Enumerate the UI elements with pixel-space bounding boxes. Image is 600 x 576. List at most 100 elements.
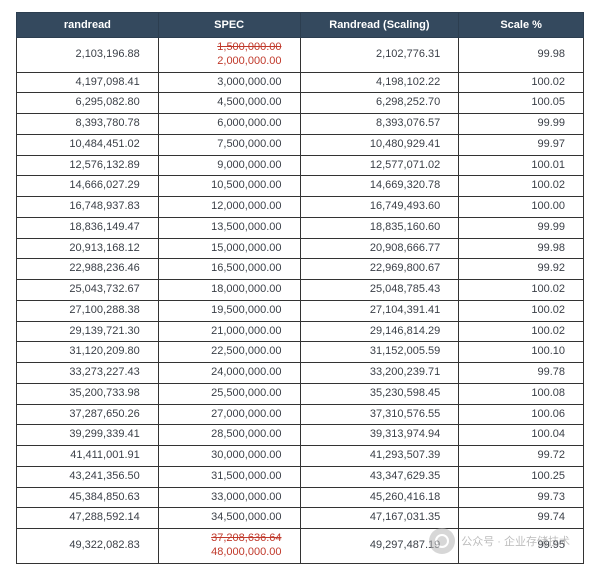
cell-randread: 2,103,196.88 bbox=[17, 38, 159, 73]
table-row: 33,273,227.4324,000,000.0033,200,239.719… bbox=[17, 363, 584, 384]
cell-scaling: 47,167,031.35 bbox=[300, 508, 459, 529]
table-container: randreadSPECRandread (Scaling)Scale % 2,… bbox=[16, 12, 584, 564]
cell-randread: 14,666,027.29 bbox=[17, 176, 159, 197]
table-row: 10,484,451.027,500,000.0010,480,929.4199… bbox=[17, 134, 584, 155]
cell-spec: 10,500,000.00 bbox=[158, 176, 300, 197]
cell-randread: 41,411,001.91 bbox=[17, 446, 159, 467]
cell-randread: 20,913,168.12 bbox=[17, 238, 159, 259]
cell-randread: 43,241,356.50 bbox=[17, 466, 159, 487]
cell-scaling: 16,749,493.60 bbox=[300, 197, 459, 218]
table-row: 41,411,001.9130,000,000.0041,293,507.399… bbox=[17, 446, 584, 467]
cell-randread: 10,484,451.02 bbox=[17, 134, 159, 155]
cell-spec: 24,000,000.00 bbox=[158, 363, 300, 384]
cell-scaling: 20,908,666.77 bbox=[300, 238, 459, 259]
spec-replacement-value: 48,000,000.00 bbox=[163, 546, 282, 560]
cell-scale-pct: 99.95 bbox=[459, 529, 584, 564]
cell-scale-pct: 99.74 bbox=[459, 508, 584, 529]
cell-scale-pct: 99.73 bbox=[459, 487, 584, 508]
cell-scale-pct: 100.25 bbox=[459, 466, 584, 487]
cell-spec: 22,500,000.00 bbox=[158, 342, 300, 363]
cell-scaling: 6,298,252.70 bbox=[300, 93, 459, 114]
table-row: 25,043,732.6718,000,000.0025,048,785.431… bbox=[17, 280, 584, 301]
cell-spec: 7,500,000.00 bbox=[158, 134, 300, 155]
cell-scaling: 22,969,800.67 bbox=[300, 259, 459, 280]
cell-spec: 18,000,000.00 bbox=[158, 280, 300, 301]
cell-spec: 13,500,000.00 bbox=[158, 217, 300, 238]
cell-scaling: 12,577,071.02 bbox=[300, 155, 459, 176]
table-row: 35,200,733.9825,500,000.0035,230,598.451… bbox=[17, 383, 584, 404]
col-header-1: SPEC bbox=[158, 13, 300, 38]
cell-scaling: 10,480,929.41 bbox=[300, 134, 459, 155]
cell-scaling: 43,347,629.35 bbox=[300, 466, 459, 487]
cell-scaling: 2,102,776.31 bbox=[300, 38, 459, 73]
cell-randread: 16,748,937.83 bbox=[17, 197, 159, 218]
cell-scale-pct: 100.04 bbox=[459, 425, 584, 446]
cell-spec: 30,000,000.00 bbox=[158, 446, 300, 467]
table-row: 22,988,236.4616,500,000.0022,969,800.679… bbox=[17, 259, 584, 280]
table-row: 2,103,196.881,500,000.002,000,000.002,10… bbox=[17, 38, 584, 73]
cell-scaling: 33,200,239.71 bbox=[300, 363, 459, 384]
spec-struck-value: 1,500,000.00 bbox=[163, 41, 282, 55]
cell-randread: 29,139,721.30 bbox=[17, 321, 159, 342]
data-table: randreadSPECRandread (Scaling)Scale % 2,… bbox=[16, 12, 584, 564]
cell-scaling: 45,260,416.18 bbox=[300, 487, 459, 508]
cell-scaling: 31,152,005.59 bbox=[300, 342, 459, 363]
cell-spec: 4,500,000.00 bbox=[158, 93, 300, 114]
spec-struck-value: 37,208,636.64 bbox=[163, 532, 282, 546]
cell-spec: 31,500,000.00 bbox=[158, 466, 300, 487]
cell-scaling: 29,146,814.29 bbox=[300, 321, 459, 342]
table-row: 27,100,288.3819,500,000.0027,104,391.411… bbox=[17, 300, 584, 321]
cell-spec: 34,500,000.00 bbox=[158, 508, 300, 529]
cell-scale-pct: 100.02 bbox=[459, 300, 584, 321]
spec-replacement-value: 2,000,000.00 bbox=[163, 55, 282, 69]
cell-randread: 33,273,227.43 bbox=[17, 363, 159, 384]
cell-randread: 4,197,098.41 bbox=[17, 72, 159, 93]
table-body: 2,103,196.881,500,000.002,000,000.002,10… bbox=[17, 38, 584, 564]
cell-randread: 22,988,236.46 bbox=[17, 259, 159, 280]
cell-randread: 6,295,082.80 bbox=[17, 93, 159, 114]
cell-scale-pct: 99.98 bbox=[459, 238, 584, 259]
cell-spec: 21,000,000.00 bbox=[158, 321, 300, 342]
cell-randread: 39,299,339.41 bbox=[17, 425, 159, 446]
cell-scaling: 27,104,391.41 bbox=[300, 300, 459, 321]
cell-scaling: 8,393,076.57 bbox=[300, 114, 459, 135]
table-row: 12,576,132.899,000,000.0012,577,071.0210… bbox=[17, 155, 584, 176]
cell-scale-pct: 99.78 bbox=[459, 363, 584, 384]
cell-spec: 9,000,000.00 bbox=[158, 155, 300, 176]
cell-randread: 35,200,733.98 bbox=[17, 383, 159, 404]
cell-spec: 15,000,000.00 bbox=[158, 238, 300, 259]
cell-scaling: 25,048,785.43 bbox=[300, 280, 459, 301]
cell-scale-pct: 99.97 bbox=[459, 134, 584, 155]
cell-randread: 37,287,650.26 bbox=[17, 404, 159, 425]
cell-scaling: 39,313,974.94 bbox=[300, 425, 459, 446]
cell-randread: 45,384,850.63 bbox=[17, 487, 159, 508]
cell-randread: 49,322,082.83 bbox=[17, 529, 159, 564]
cell-spec: 1,500,000.002,000,000.00 bbox=[158, 38, 300, 73]
table-row: 8,393,780.786,000,000.008,393,076.5799.9… bbox=[17, 114, 584, 135]
cell-spec: 16,500,000.00 bbox=[158, 259, 300, 280]
cell-scale-pct: 100.08 bbox=[459, 383, 584, 404]
cell-scaling: 4,198,102.22 bbox=[300, 72, 459, 93]
table-row: 29,139,721.3021,000,000.0029,146,814.291… bbox=[17, 321, 584, 342]
cell-scale-pct: 100.06 bbox=[459, 404, 584, 425]
table-row: 49,322,082.8337,208,636.6448,000,000.004… bbox=[17, 529, 584, 564]
cell-randread: 27,100,288.38 bbox=[17, 300, 159, 321]
cell-spec: 37,208,636.6448,000,000.00 bbox=[158, 529, 300, 564]
cell-scaling: 41,293,507.39 bbox=[300, 446, 459, 467]
cell-scaling: 49,297,487.19 bbox=[300, 529, 459, 564]
cell-scale-pct: 100.02 bbox=[459, 176, 584, 197]
cell-scale-pct: 100.01 bbox=[459, 155, 584, 176]
cell-randread: 47,288,592.14 bbox=[17, 508, 159, 529]
table-row: 31,120,209.8022,500,000.0031,152,005.591… bbox=[17, 342, 584, 363]
table-row: 4,197,098.413,000,000.004,198,102.22100.… bbox=[17, 72, 584, 93]
cell-scaling: 18,835,160.60 bbox=[300, 217, 459, 238]
table-row: 37,287,650.2627,000,000.0037,310,576.551… bbox=[17, 404, 584, 425]
cell-spec: 19,500,000.00 bbox=[158, 300, 300, 321]
cell-randread: 12,576,132.89 bbox=[17, 155, 159, 176]
cell-scale-pct: 99.72 bbox=[459, 446, 584, 467]
cell-scale-pct: 99.98 bbox=[459, 38, 584, 73]
cell-scale-pct: 100.02 bbox=[459, 280, 584, 301]
table-row: 43,241,356.5031,500,000.0043,347,629.351… bbox=[17, 466, 584, 487]
table-row: 45,384,850.6333,000,000.0045,260,416.189… bbox=[17, 487, 584, 508]
cell-randread: 18,836,149.47 bbox=[17, 217, 159, 238]
